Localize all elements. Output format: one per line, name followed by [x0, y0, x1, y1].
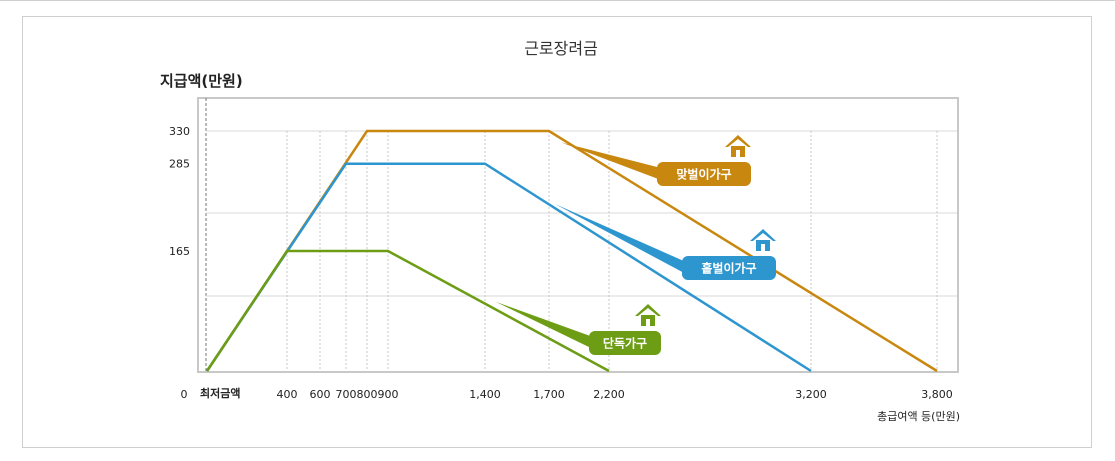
- y-axis-label: 지급액(만원): [160, 72, 243, 90]
- series-lines: [205, 129, 938, 373]
- badge-box: [589, 331, 661, 355]
- y-tick-label: 330: [169, 125, 190, 138]
- series-badge-1: 홑벌이가구: [555, 204, 776, 280]
- x-tick-label: 600: [310, 388, 331, 401]
- house-icon: [750, 229, 776, 251]
- series-badge-0: 맞벌이가구: [561, 135, 751, 186]
- badge-pointer: [555, 204, 686, 274]
- y-tick-label: 285: [169, 158, 190, 171]
- x-tick-label: 3,200: [795, 388, 827, 401]
- x-tick-label: 700: [336, 388, 357, 401]
- top-divider: [0, 0, 1115, 1]
- x-tick-label: 900: [378, 388, 399, 401]
- x-tick-label: 800: [357, 388, 378, 401]
- x-tick-label: 3,800: [921, 388, 953, 401]
- horizontal-gridlines: [206, 130, 957, 297]
- x-tick-label: 1,700: [533, 388, 565, 401]
- plot-area: [197, 97, 959, 373]
- chart-title: 근로장려금: [524, 39, 598, 58]
- min-wage-label: 최저금액: [200, 386, 240, 400]
- series-line-2: [205, 249, 610, 373]
- badge-label: 단독가구: [603, 336, 647, 351]
- x-tick-label: 1,400: [469, 388, 501, 401]
- badge-pointer: [495, 301, 593, 349]
- x-tick-labels: 400 600 700 800 900 1,400 1,700 2,200 3,200 3,800: [277, 388, 953, 401]
- house-icon: [725, 135, 751, 157]
- x-axis-label: 총급여액 등(만원): [877, 410, 960, 423]
- x-origin-label: 0: [181, 388, 188, 401]
- house-icon: [635, 304, 661, 326]
- y-tick-labels: 165 285 330: [169, 125, 190, 258]
- y-tick-label: 165: [169, 245, 190, 258]
- badge-label: 홑벌이가구: [701, 261, 756, 276]
- series-badge-2: 단독가구: [495, 301, 661, 355]
- x-tick-label: 2,200: [593, 388, 625, 401]
- badge-label: 맞벌이가구: [676, 167, 731, 182]
- badge-box: [657, 162, 751, 186]
- x-tick-label: 400: [277, 388, 298, 401]
- badge-box: [682, 256, 776, 280]
- badge-pointer: [561, 142, 661, 180]
